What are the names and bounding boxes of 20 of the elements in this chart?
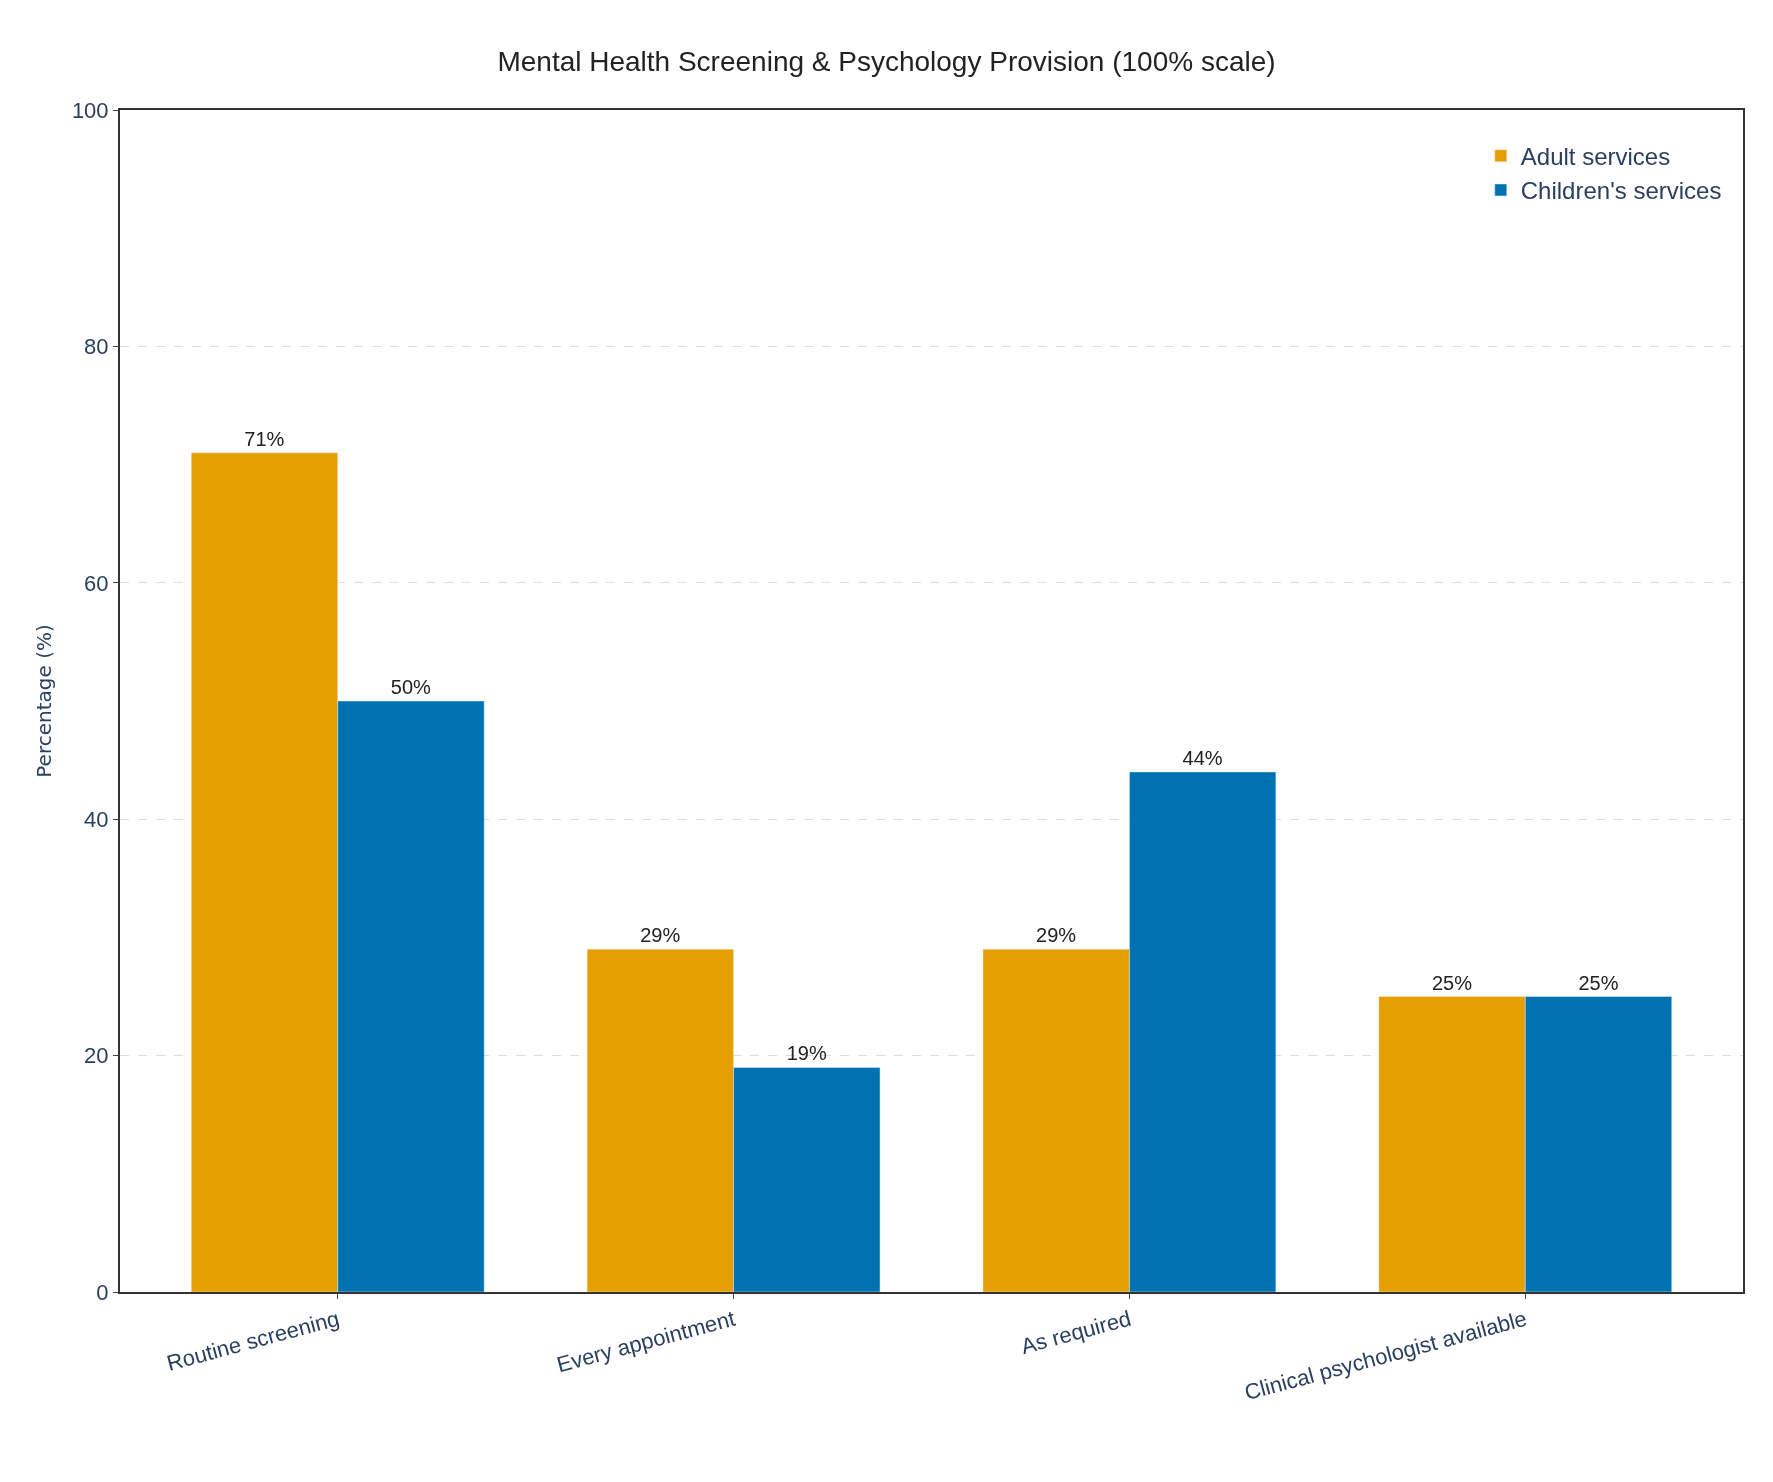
y-axis-title: Percentage (%) bbox=[31, 624, 56, 778]
data-label: 44% bbox=[1182, 746, 1223, 769]
data-label: 29% bbox=[1036, 924, 1077, 947]
chart-title: Mental Health Screening & Psychology Provision (100% scale) bbox=[497, 46, 1276, 78]
data-label: 50% bbox=[390, 676, 432, 698]
data-label: 25% bbox=[1578, 971, 1619, 994]
x-tick-label: Routine screening bbox=[164, 1305, 342, 1376]
x-tick-label: As required bbox=[1018, 1305, 1134, 1359]
data-label: 29% bbox=[640, 924, 681, 947]
y-tick-label: 20 bbox=[84, 1043, 109, 1069]
y-tick-label: 0 bbox=[96, 1279, 109, 1305]
y-tick-label: 40 bbox=[84, 806, 109, 832]
data-label: 71% bbox=[244, 427, 285, 450]
legend-label: Children's services bbox=[1520, 177, 1722, 205]
legend-label: Adult services bbox=[1520, 143, 1671, 171]
y-tick-label: 100 bbox=[71, 97, 109, 123]
y-tick-label: 60 bbox=[84, 570, 109, 596]
y-tick-label: 80 bbox=[84, 334, 109, 360]
data-label: 25% bbox=[1431, 971, 1473, 994]
data-label: 19% bbox=[786, 1042, 827, 1065]
